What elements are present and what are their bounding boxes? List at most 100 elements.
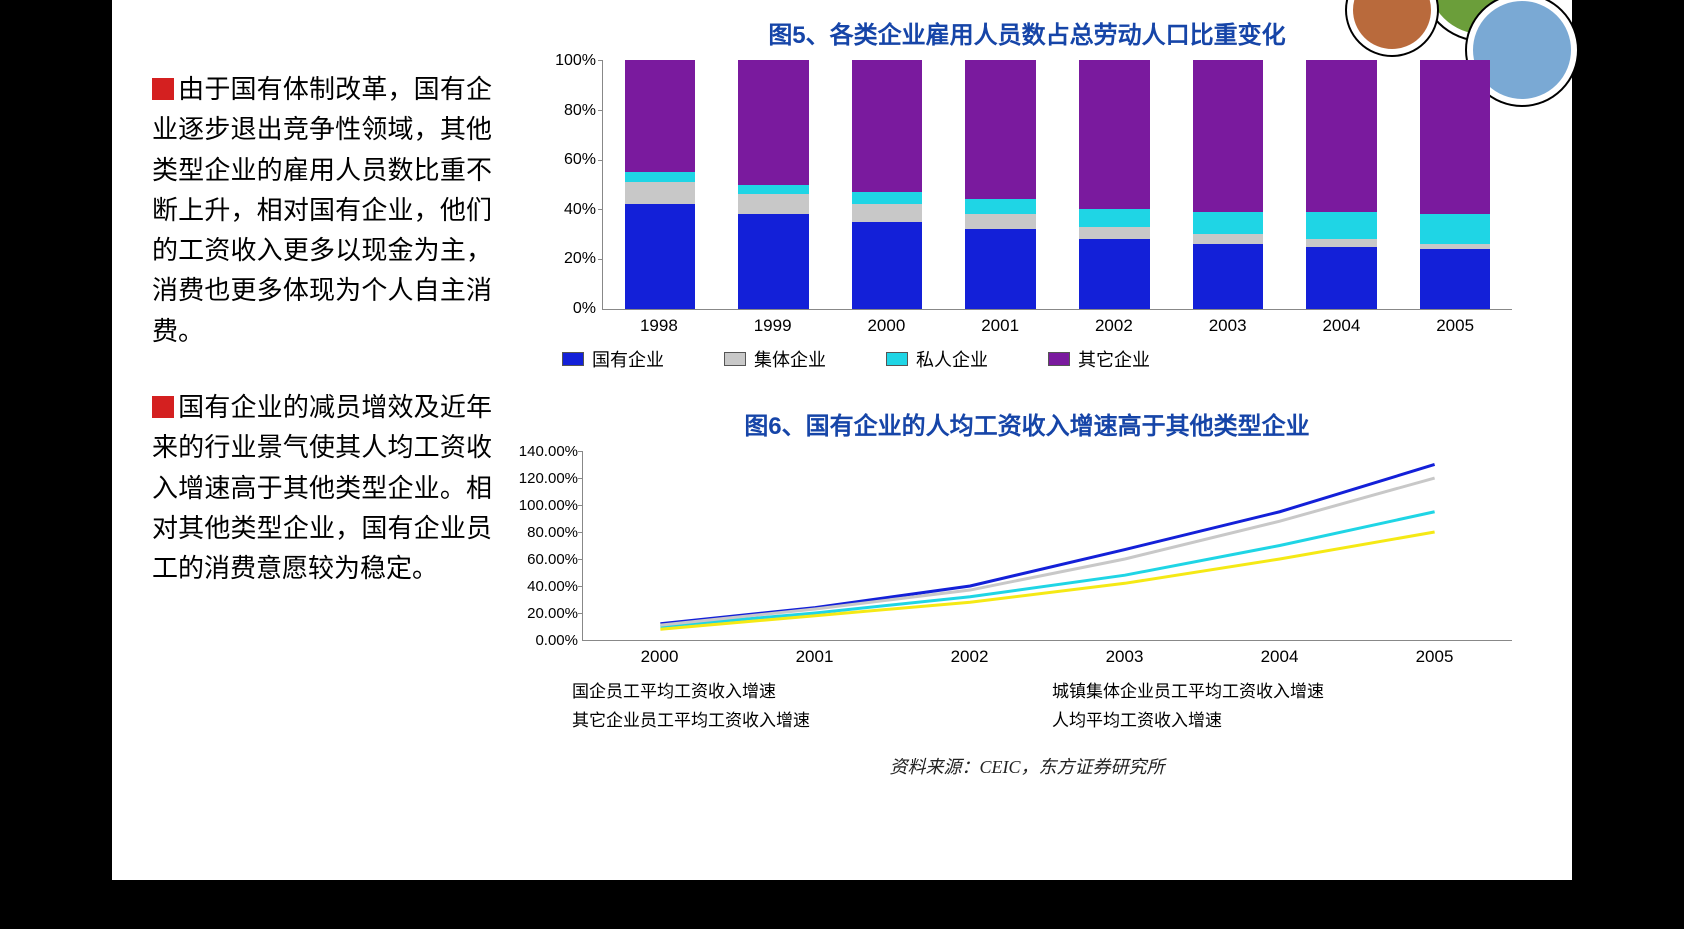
chart6-line xyxy=(660,464,1434,623)
legend-label: 国有企业 xyxy=(592,346,664,372)
chart5-segment xyxy=(625,172,695,182)
chart5-legend-item: 集体企业 xyxy=(724,346,826,372)
chart5-segment xyxy=(965,229,1035,309)
legend-swatch-icon xyxy=(886,352,908,366)
chart6-xtick: 2004 xyxy=(1202,647,1357,667)
chart6-ytick: 20.00% xyxy=(510,605,578,622)
chart5-segment xyxy=(1079,209,1149,226)
chart5-segment xyxy=(1193,60,1263,212)
chart6-ytick: 0.00% xyxy=(510,632,578,649)
chart5-barcol xyxy=(1398,60,1512,309)
chart5-ytick-mark xyxy=(598,110,603,111)
chart5-segment xyxy=(1079,227,1149,239)
chart5-xtick: 1998 xyxy=(602,316,716,336)
chart6-ytick-mark xyxy=(578,586,583,587)
chart5-ytick: 20% xyxy=(536,250,596,268)
chart5-xtick: 2002 xyxy=(1057,316,1171,336)
chart6-title: 图6、国有企业的人均工资收入增速高于其他类型企业 xyxy=(512,406,1542,441)
chart6-ytick: 120.00% xyxy=(510,470,578,487)
chart5-segment xyxy=(1306,239,1376,246)
chart6-ytick-mark xyxy=(578,613,583,614)
chart5-barcol xyxy=(717,60,831,309)
legend-label: 其它企业员工平均工资收入增速 xyxy=(572,706,810,731)
chart6-xtick: 2005 xyxy=(1357,647,1512,667)
chart6-xtick: 2001 xyxy=(737,647,892,667)
legend-label: 私人企业 xyxy=(916,346,988,372)
chart5-segment xyxy=(625,204,695,309)
chart5-legend-item: 私人企业 xyxy=(886,346,988,372)
chart5-segment xyxy=(852,222,922,309)
chart5-segment xyxy=(1079,60,1149,209)
chart5-segment xyxy=(1420,60,1490,214)
chart5-plot xyxy=(602,60,1512,310)
chart6-ytick: 80.00% xyxy=(510,524,578,541)
chart5-segment xyxy=(965,199,1035,214)
chart5-bar xyxy=(1420,60,1490,309)
chart5-bar xyxy=(852,60,922,309)
chart6-legend-item: 人均平均工资收入增速 xyxy=(1052,706,1492,731)
chart6-ytick-mark xyxy=(578,478,583,479)
chart6-svg xyxy=(583,451,1512,640)
chart6-ytick: 140.00% xyxy=(510,443,578,460)
chart5-xaxis: 19981999200020012002200320042005 xyxy=(602,316,1512,336)
chart5-legend: 国有企业 集体企业 私人企业 其它企业 xyxy=(562,346,1542,376)
chart5-ytick-mark xyxy=(598,259,603,260)
chart5-xtick: 2005 xyxy=(1398,316,1512,336)
chart5-barcol xyxy=(603,60,717,309)
chart6-xtick: 2002 xyxy=(892,647,1047,667)
chart5-segment xyxy=(1193,244,1263,309)
legend-swatch-icon xyxy=(724,352,746,366)
chart5-xtick: 2004 xyxy=(1285,316,1399,336)
legend-swatch-icon xyxy=(1048,352,1070,366)
chart5-segment xyxy=(1420,249,1490,309)
chart5-container: 图5、各类企业雇用人员数占总劳动人口比重变化 100%80%60%40%20%0… xyxy=(512,15,1542,376)
chart5-legend-item: 国有企业 xyxy=(562,346,664,372)
chart5-barcol xyxy=(1058,60,1172,309)
chart6-ytick-mark xyxy=(578,505,583,506)
chart6-line xyxy=(660,532,1434,629)
legend-label: 其它企业 xyxy=(1078,346,1150,372)
slide: 由于国有体制改革，国有企业逐步退出竞争性领域，其他类型企业的雇用人员数比重不断上… xyxy=(112,0,1572,880)
chart5-barcol xyxy=(944,60,1058,309)
chart6-legend: 国企员工平均工资收入增速 城镇集体企业员工平均工资收入增速其它企业员工平均工资收入… xyxy=(572,677,1542,735)
chart5-bar xyxy=(965,60,1035,309)
chart5-ytick-mark xyxy=(598,160,603,161)
paragraph-1: 由于国有体制改革，国有企业逐步退出竞争性领域，其他类型企业的雇用人员数比重不断上… xyxy=(152,70,492,352)
chart5-segment xyxy=(738,214,808,309)
chart5-segment xyxy=(1193,212,1263,234)
chart5-bar xyxy=(1193,60,1263,309)
right-chart-column: 图5、各类企业雇用人员数占总劳动人口比重变化 100%80%60%40%20%0… xyxy=(502,0,1572,880)
chart5-segment xyxy=(965,214,1035,229)
chart5-ytick: 80% xyxy=(536,102,596,120)
chart5-xtick: 2003 xyxy=(1171,316,1285,336)
legend-label: 城镇集体企业员工平均工资收入增速 xyxy=(1052,677,1324,702)
chart6-xtick: 2000 xyxy=(582,647,737,667)
chart5-segment xyxy=(1306,212,1376,239)
chart6-ytick-mark xyxy=(578,559,583,560)
chart5: 100%80%60%40%20%0% 199819992000200120022… xyxy=(572,60,1522,340)
legend-label: 国企员工平均工资收入增速 xyxy=(572,677,776,702)
chart6-yaxis: 140.00%120.00%100.00%80.00%60.00%40.00%2… xyxy=(510,443,578,649)
chart5-title: 图5、各类企业雇用人员数占总劳动人口比重变化 xyxy=(512,15,1542,50)
chart6-xtick: 2003 xyxy=(1047,647,1202,667)
chart5-ytick-mark xyxy=(598,60,603,61)
chart5-segment xyxy=(965,60,1035,199)
chart6-plot xyxy=(582,451,1512,641)
chart6-container: 图6、国有企业的人均工资收入增速高于其他类型企业 140.00% 120.00% 1… xyxy=(512,406,1542,735)
legend-label: 人均平均工资收入增速 xyxy=(1052,706,1222,731)
chart5-barcol xyxy=(830,60,944,309)
chart5-bar xyxy=(738,60,808,309)
legend-label: 集体企业 xyxy=(754,346,826,372)
chart6-ytick: 100.00% xyxy=(510,497,578,514)
chart6-ytick: 40.00% xyxy=(510,578,578,595)
chart5-ytick: 100% xyxy=(536,52,596,70)
chart5-ytick: 40% xyxy=(536,201,596,219)
chart5-segment xyxy=(625,60,695,172)
chart5-bar xyxy=(1079,60,1149,309)
chart5-segment xyxy=(852,204,922,221)
chart5-xtick: 2001 xyxy=(943,316,1057,336)
chart5-legend-item: 其它企业 xyxy=(1048,346,1150,372)
chart5-bar xyxy=(1306,60,1376,309)
left-text-column: 由于国有体制改革，国有企业逐步退出竞争性领域，其他类型企业的雇用人员数比重不断上… xyxy=(112,0,502,880)
chart5-barcol xyxy=(1285,60,1399,309)
